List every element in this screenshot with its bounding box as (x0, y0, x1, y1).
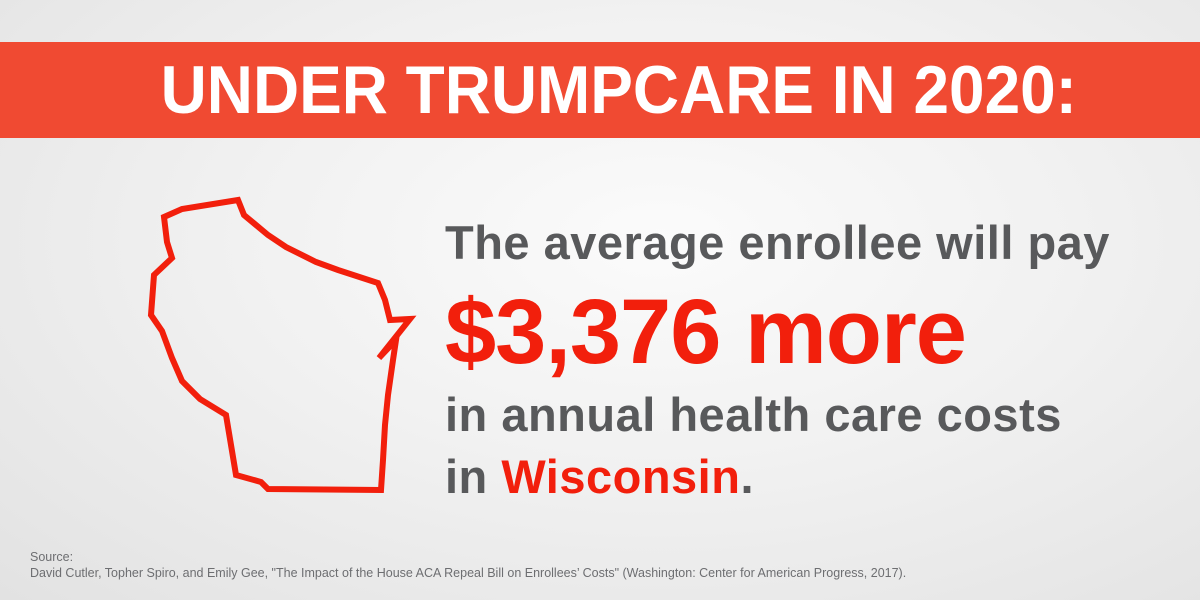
statement-line-1: The average enrollee will pay (445, 216, 1110, 269)
source-note: Source: David Cutler, Topher Spiro, and … (30, 549, 906, 581)
source-citation: David Cutler, Topher Spiro, and Emily Ge… (30, 566, 907, 580)
headline-banner: UNDER TRUMPCARE IN 2020: (0, 42, 1200, 138)
statement-line-4: in Wisconsin. (445, 446, 1185, 508)
state-name: Wisconsin (501, 450, 741, 503)
wisconsin-outline-icon (147, 196, 417, 494)
cost-increase-amount: $3,376 more (445, 281, 967, 383)
source-label: Source: (30, 550, 74, 564)
headline: UNDER TRUMPCARE IN 2020: (160, 52, 1077, 128)
cost-statement: The average enrollee will pay $3,376 mor… (445, 208, 1185, 508)
statement-line-4-prefix: in (445, 450, 502, 503)
statement-line-3: in annual health care costs (445, 388, 1062, 441)
statement-line-4-suffix: . (740, 450, 755, 503)
